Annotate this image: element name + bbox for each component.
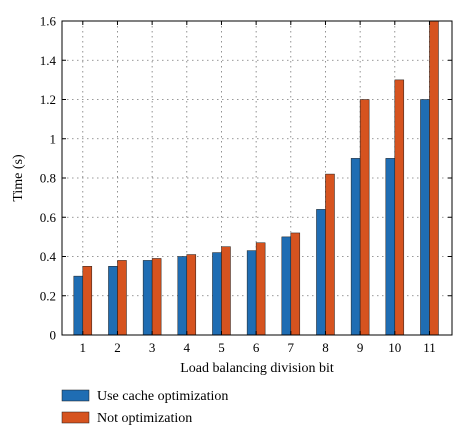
bar-not-optimization-7: [291, 233, 300, 335]
x-tick-label: 4: [184, 340, 191, 355]
bar-use-cache-optimization-7: [282, 237, 291, 335]
bar-not-optimization-1: [83, 266, 92, 335]
y-tick-label: 1: [50, 131, 57, 146]
x-tick-label: 8: [322, 340, 329, 355]
y-tick-label: 1.4: [40, 53, 57, 68]
x-tick-label: 7: [288, 340, 295, 355]
bar-use-cache-optimization-2: [108, 266, 117, 335]
bar-use-cache-optimization-4: [178, 257, 187, 336]
y-tick-label: 0: [50, 328, 57, 343]
x-tick-label: 6: [253, 340, 260, 355]
bar-use-cache-optimization-11: [420, 100, 429, 336]
x-tick-label: 10: [388, 340, 401, 355]
legend-swatch-use-cache-optimization: [62, 390, 89, 401]
bar-use-cache-optimization-3: [143, 260, 152, 335]
bar-not-optimization-5: [221, 247, 230, 335]
bar-not-optimization-2: [117, 260, 126, 335]
bar-not-optimization-4: [187, 255, 196, 335]
x-axis-label: Load balancing division bit: [180, 361, 334, 376]
bar-use-cache-optimization-5: [212, 253, 221, 335]
x-tick-label: 11: [423, 340, 436, 355]
y-tick-label: 1.2: [40, 92, 56, 107]
y-tick-label: 0.6: [40, 210, 57, 225]
bar-use-cache-optimization-1: [74, 276, 83, 335]
x-tick-label: 9: [357, 340, 364, 355]
bar-use-cache-optimization-10: [386, 158, 395, 335]
bar-not-optimization-10: [395, 80, 404, 335]
x-tick-label: 2: [114, 340, 121, 355]
legend-swatch-not-optimization: [62, 412, 89, 423]
bar-not-optimization-8: [325, 174, 334, 335]
legend: Use cache optimization Not optimization: [62, 389, 228, 426]
x-tick-label: 5: [218, 340, 225, 355]
y-tick-label: 1.6: [40, 14, 57, 29]
bar-not-optimization-11: [429, 21, 438, 335]
bars: [74, 21, 439, 335]
legend-label-use-cache-optimization: Use cache optimization: [97, 389, 228, 404]
x-tick-label: 1: [80, 340, 87, 355]
bar-not-optimization-9: [360, 100, 369, 336]
bar-not-optimization-6: [256, 243, 265, 335]
legend-label-not-optimization: Not optimization: [97, 411, 192, 426]
y-tick-label: 0.8: [40, 171, 56, 186]
y-tick-label: 0.4: [40, 249, 57, 264]
x-tick-label: 3: [149, 340, 156, 355]
y-tick-label: 0.2: [40, 288, 56, 303]
bar-use-cache-optimization-9: [351, 158, 360, 335]
bar-use-cache-optimization-8: [316, 209, 325, 335]
y-axis-label: Time (s): [11, 154, 26, 202]
bar-not-optimization-3: [152, 258, 161, 335]
bar-use-cache-optimization-6: [247, 251, 256, 335]
